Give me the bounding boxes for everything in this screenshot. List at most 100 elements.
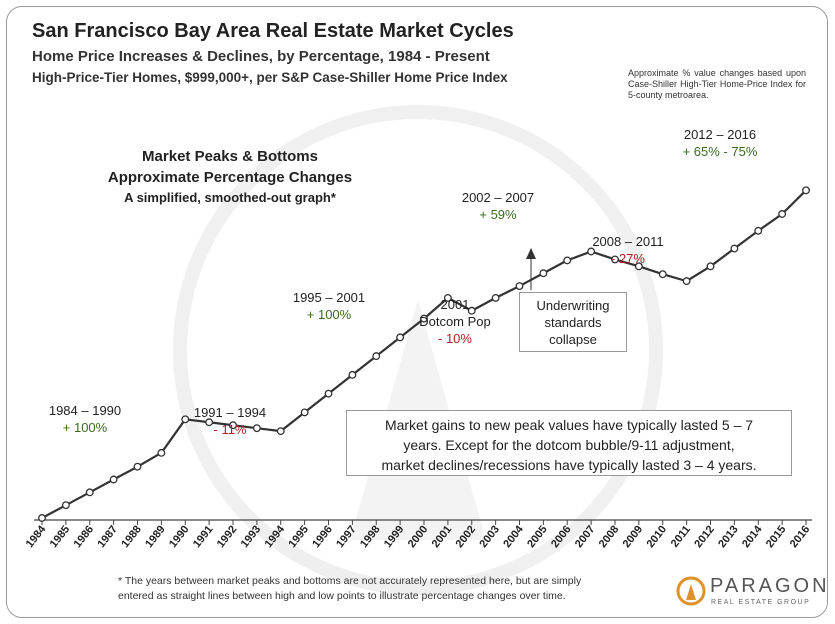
data-point-1990 bbox=[181, 415, 190, 424]
x-tick-label-1988: 1988 bbox=[119, 523, 144, 550]
data-point-2007 bbox=[587, 247, 596, 256]
note-line: market declines/recessions have typicall… bbox=[381, 457, 757, 473]
annotation-2001: 2001 Dotcom Pop - 10% bbox=[405, 296, 505, 347]
chart-subtitle: Home Price Increases & Declines, by Perc… bbox=[32, 48, 490, 65]
annotation-period: 2002 – 2007 bbox=[461, 190, 535, 205]
data-point-1987 bbox=[109, 475, 118, 484]
data-point-2013 bbox=[730, 244, 739, 253]
inner-title-line: A simplified, smoothed-out graph* bbox=[124, 190, 336, 205]
data-point-2005 bbox=[539, 269, 548, 278]
annotation-2002-2007: 2002 – 2007 + 59% bbox=[443, 189, 553, 223]
data-point-1999 bbox=[396, 333, 405, 342]
annotation-2008-2011: 2008 – 2011 - 27% bbox=[573, 233, 683, 267]
chart-frame bbox=[6, 6, 828, 618]
data-point-1998 bbox=[372, 352, 381, 361]
annotation-change: - 11% bbox=[213, 422, 247, 437]
data-point-1988 bbox=[133, 462, 142, 471]
data-point-2000 bbox=[420, 314, 428, 323]
x-tick-label-2009: 2009 bbox=[621, 523, 646, 550]
data-point-2011 bbox=[682, 277, 691, 286]
annotation-period: 1984 – 1990 bbox=[48, 403, 122, 418]
footnote: * The years between market peaks and bot… bbox=[118, 574, 658, 604]
x-tick-label-1985: 1985 bbox=[48, 523, 73, 550]
annotation-2012-2016: 2012 – 2016 + 65% - 75% bbox=[660, 126, 780, 160]
callout-line: collapse bbox=[549, 332, 597, 347]
x-tick-label-2010: 2010 bbox=[645, 523, 670, 550]
data-point-2003 bbox=[491, 293, 500, 302]
x-tick-labels: 1984 1985 1986 1987 1988 1989 1990 1991 1992 1993… bbox=[24, 523, 813, 550]
annotation-change: + 59% bbox=[479, 207, 517, 222]
x-tick-label-1984: 1984 bbox=[24, 523, 49, 550]
series-points bbox=[38, 186, 810, 522]
inner-title-line: Approximate Percentage Changes bbox=[107, 169, 353, 186]
data-point-1993 bbox=[252, 424, 261, 433]
annotation-label: Dotcom Pop bbox=[419, 314, 491, 329]
x-tick-label-1990: 1990 bbox=[167, 523, 192, 550]
paragon-logo: PARAGON REAL ESTATE GROUP bbox=[676, 574, 827, 610]
data-point-2002 bbox=[467, 306, 476, 315]
annotation-change: + 65% - 75% bbox=[682, 144, 758, 159]
market-gains-note: Market gains to new peak values have typ… bbox=[346, 410, 792, 476]
data-point-1997 bbox=[348, 370, 357, 379]
chart-title: San Francisco Bay Area Real Estate Marke… bbox=[32, 20, 514, 42]
callout-line: standards bbox=[544, 315, 602, 330]
x-tick-label-1989: 1989 bbox=[143, 523, 168, 550]
data-point-2001 bbox=[443, 293, 452, 302]
inner-title: Market Peaks & Bottoms Approximate Perce… bbox=[100, 146, 360, 207]
data-point-1985 bbox=[61, 501, 70, 510]
data-point-2004 bbox=[515, 282, 524, 291]
annotation-change: - 27% bbox=[611, 251, 645, 266]
footnote-line: * The years between market peaks and bot… bbox=[118, 575, 582, 587]
note-line: years. Except for the dotcom bubble/9-11… bbox=[403, 437, 735, 453]
x-tick-label-1995: 1995 bbox=[286, 523, 311, 550]
data-point-2014 bbox=[754, 226, 763, 235]
data-point-1984 bbox=[38, 514, 46, 522]
data-point-2015 bbox=[778, 210, 787, 218]
data-point-2016 bbox=[802, 186, 810, 195]
annotation-1984-1990: 1984 – 1990 + 100% bbox=[30, 402, 140, 436]
data-point-1992 bbox=[229, 421, 237, 430]
annotation-period: 2012 – 2016 bbox=[683, 127, 757, 142]
data-point-1989 bbox=[157, 448, 166, 457]
x-tick-label-1992: 1992 bbox=[215, 523, 240, 550]
x-tick-label-2014: 2014 bbox=[740, 523, 765, 550]
data-point-2010 bbox=[658, 270, 667, 279]
annotation-change: + 100% bbox=[306, 307, 352, 322]
annotation-change: - 10% bbox=[438, 331, 472, 346]
x-tick-label-2008: 2008 bbox=[597, 523, 622, 550]
x-tick-label-1991: 1991 bbox=[191, 523, 216, 550]
data-point-1996 bbox=[324, 389, 333, 398]
arrow-annotation bbox=[526, 248, 536, 290]
annotation-period: 2001 bbox=[440, 297, 470, 312]
underwriting-callout: Underwriting standards collapse bbox=[519, 292, 627, 352]
footnote-line: entered as straight lines between high a… bbox=[118, 590, 566, 602]
annotation-change: + 100% bbox=[62, 420, 108, 435]
x-tick-label-1987: 1987 bbox=[95, 523, 120, 550]
x-tick-label-2012: 2012 bbox=[692, 523, 717, 550]
annotation-period: 1995 – 2001 bbox=[292, 290, 366, 305]
logo-tagline: REAL ESTATE GROUP bbox=[711, 599, 811, 606]
data-point-2008 bbox=[611, 255, 619, 264]
note-line: Market gains to new peak values have typ… bbox=[384, 417, 754, 433]
data-point-1995 bbox=[300, 408, 309, 417]
annotation-1995-2001: 1995 – 2001 + 100% bbox=[274, 289, 384, 323]
data-point-1991 bbox=[205, 418, 214, 427]
data-point-1994 bbox=[276, 427, 285, 436]
x-tick-label-2016: 2016 bbox=[788, 523, 813, 550]
callout-line: Underwriting bbox=[536, 298, 610, 313]
x-tick-label-2011: 2011 bbox=[669, 523, 693, 549]
chart-subtitle-2: High-Price-Tier Homes, $999,000+, per S&… bbox=[32, 70, 508, 85]
x-tick-label-1996: 1996 bbox=[310, 523, 335, 550]
x-tick-label-2015: 2015 bbox=[764, 523, 789, 550]
paragon-logo-icon bbox=[676, 576, 706, 606]
data-point-2006 bbox=[563, 256, 572, 265]
x-tick-label-1986: 1986 bbox=[72, 523, 97, 550]
inner-title-line: Market Peaks & Bottoms bbox=[142, 148, 318, 165]
logo-wordmark: PARAGON bbox=[710, 575, 830, 597]
x-tick-label-2004: 2004 bbox=[501, 523, 526, 550]
annotation-period: 1991 – 1994 bbox=[193, 405, 267, 420]
source-note: Approximate % value changes based upon C… bbox=[628, 68, 806, 100]
data-point-2012 bbox=[706, 262, 715, 271]
data-point-1986 bbox=[85, 488, 94, 497]
annotation-1991-1994: 1991 – 1994 - 11% bbox=[175, 404, 285, 438]
